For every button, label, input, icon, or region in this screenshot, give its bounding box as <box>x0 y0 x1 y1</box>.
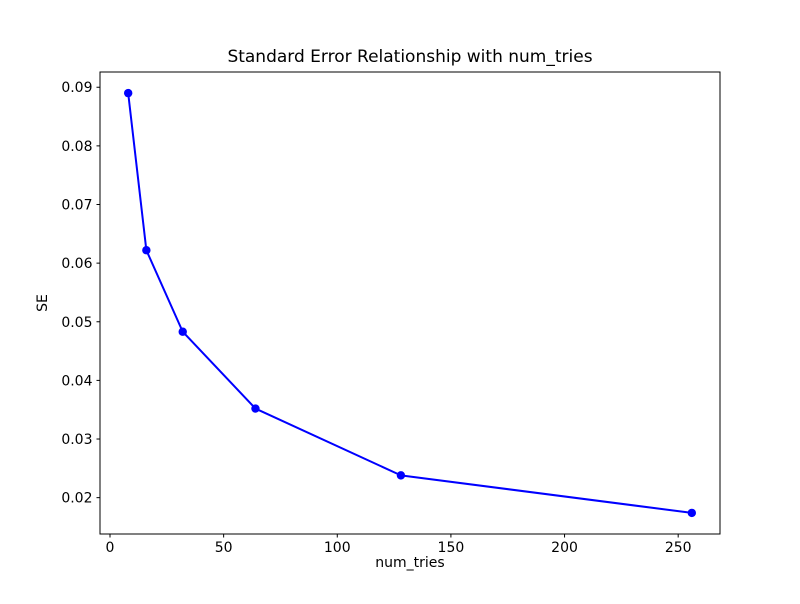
x-tick-label: 150 <box>438 540 465 556</box>
y-axis-label: SE <box>35 294 51 312</box>
data-point-marker <box>123 88 133 98</box>
y-tick-label: 0.04 <box>61 373 92 389</box>
data-point-marker <box>396 471 406 480</box>
y-tick-label: 0.08 <box>61 139 92 155</box>
chart-title: Standard Error Relationship with num_tri… <box>227 47 592 67</box>
data-point-marker <box>687 508 697 518</box>
y-tick-label: 0.05 <box>61 315 92 331</box>
data-point-marker <box>178 327 187 336</box>
x-tick-label: 0 <box>106 540 115 556</box>
data-point-marker <box>142 246 151 255</box>
x-tick-label: 100 <box>324 540 351 556</box>
plot-area <box>99 71 721 535</box>
y-tick-label: 0.02 <box>61 491 92 507</box>
x-tick-label: 200 <box>551 540 578 556</box>
y-tick-label: 0.07 <box>61 198 92 214</box>
x-tick-label: 250 <box>665 540 692 556</box>
data-line <box>127 92 693 514</box>
y-tick-label: 0.03 <box>61 432 92 448</box>
x-axis-label: num_tries <box>375 555 444 571</box>
data-point-marker <box>251 404 260 413</box>
y-tick-label: 0.09 <box>61 80 92 96</box>
y-tick-label: 0.06 <box>61 256 92 272</box>
x-tick-label: 50 <box>215 540 233 556</box>
